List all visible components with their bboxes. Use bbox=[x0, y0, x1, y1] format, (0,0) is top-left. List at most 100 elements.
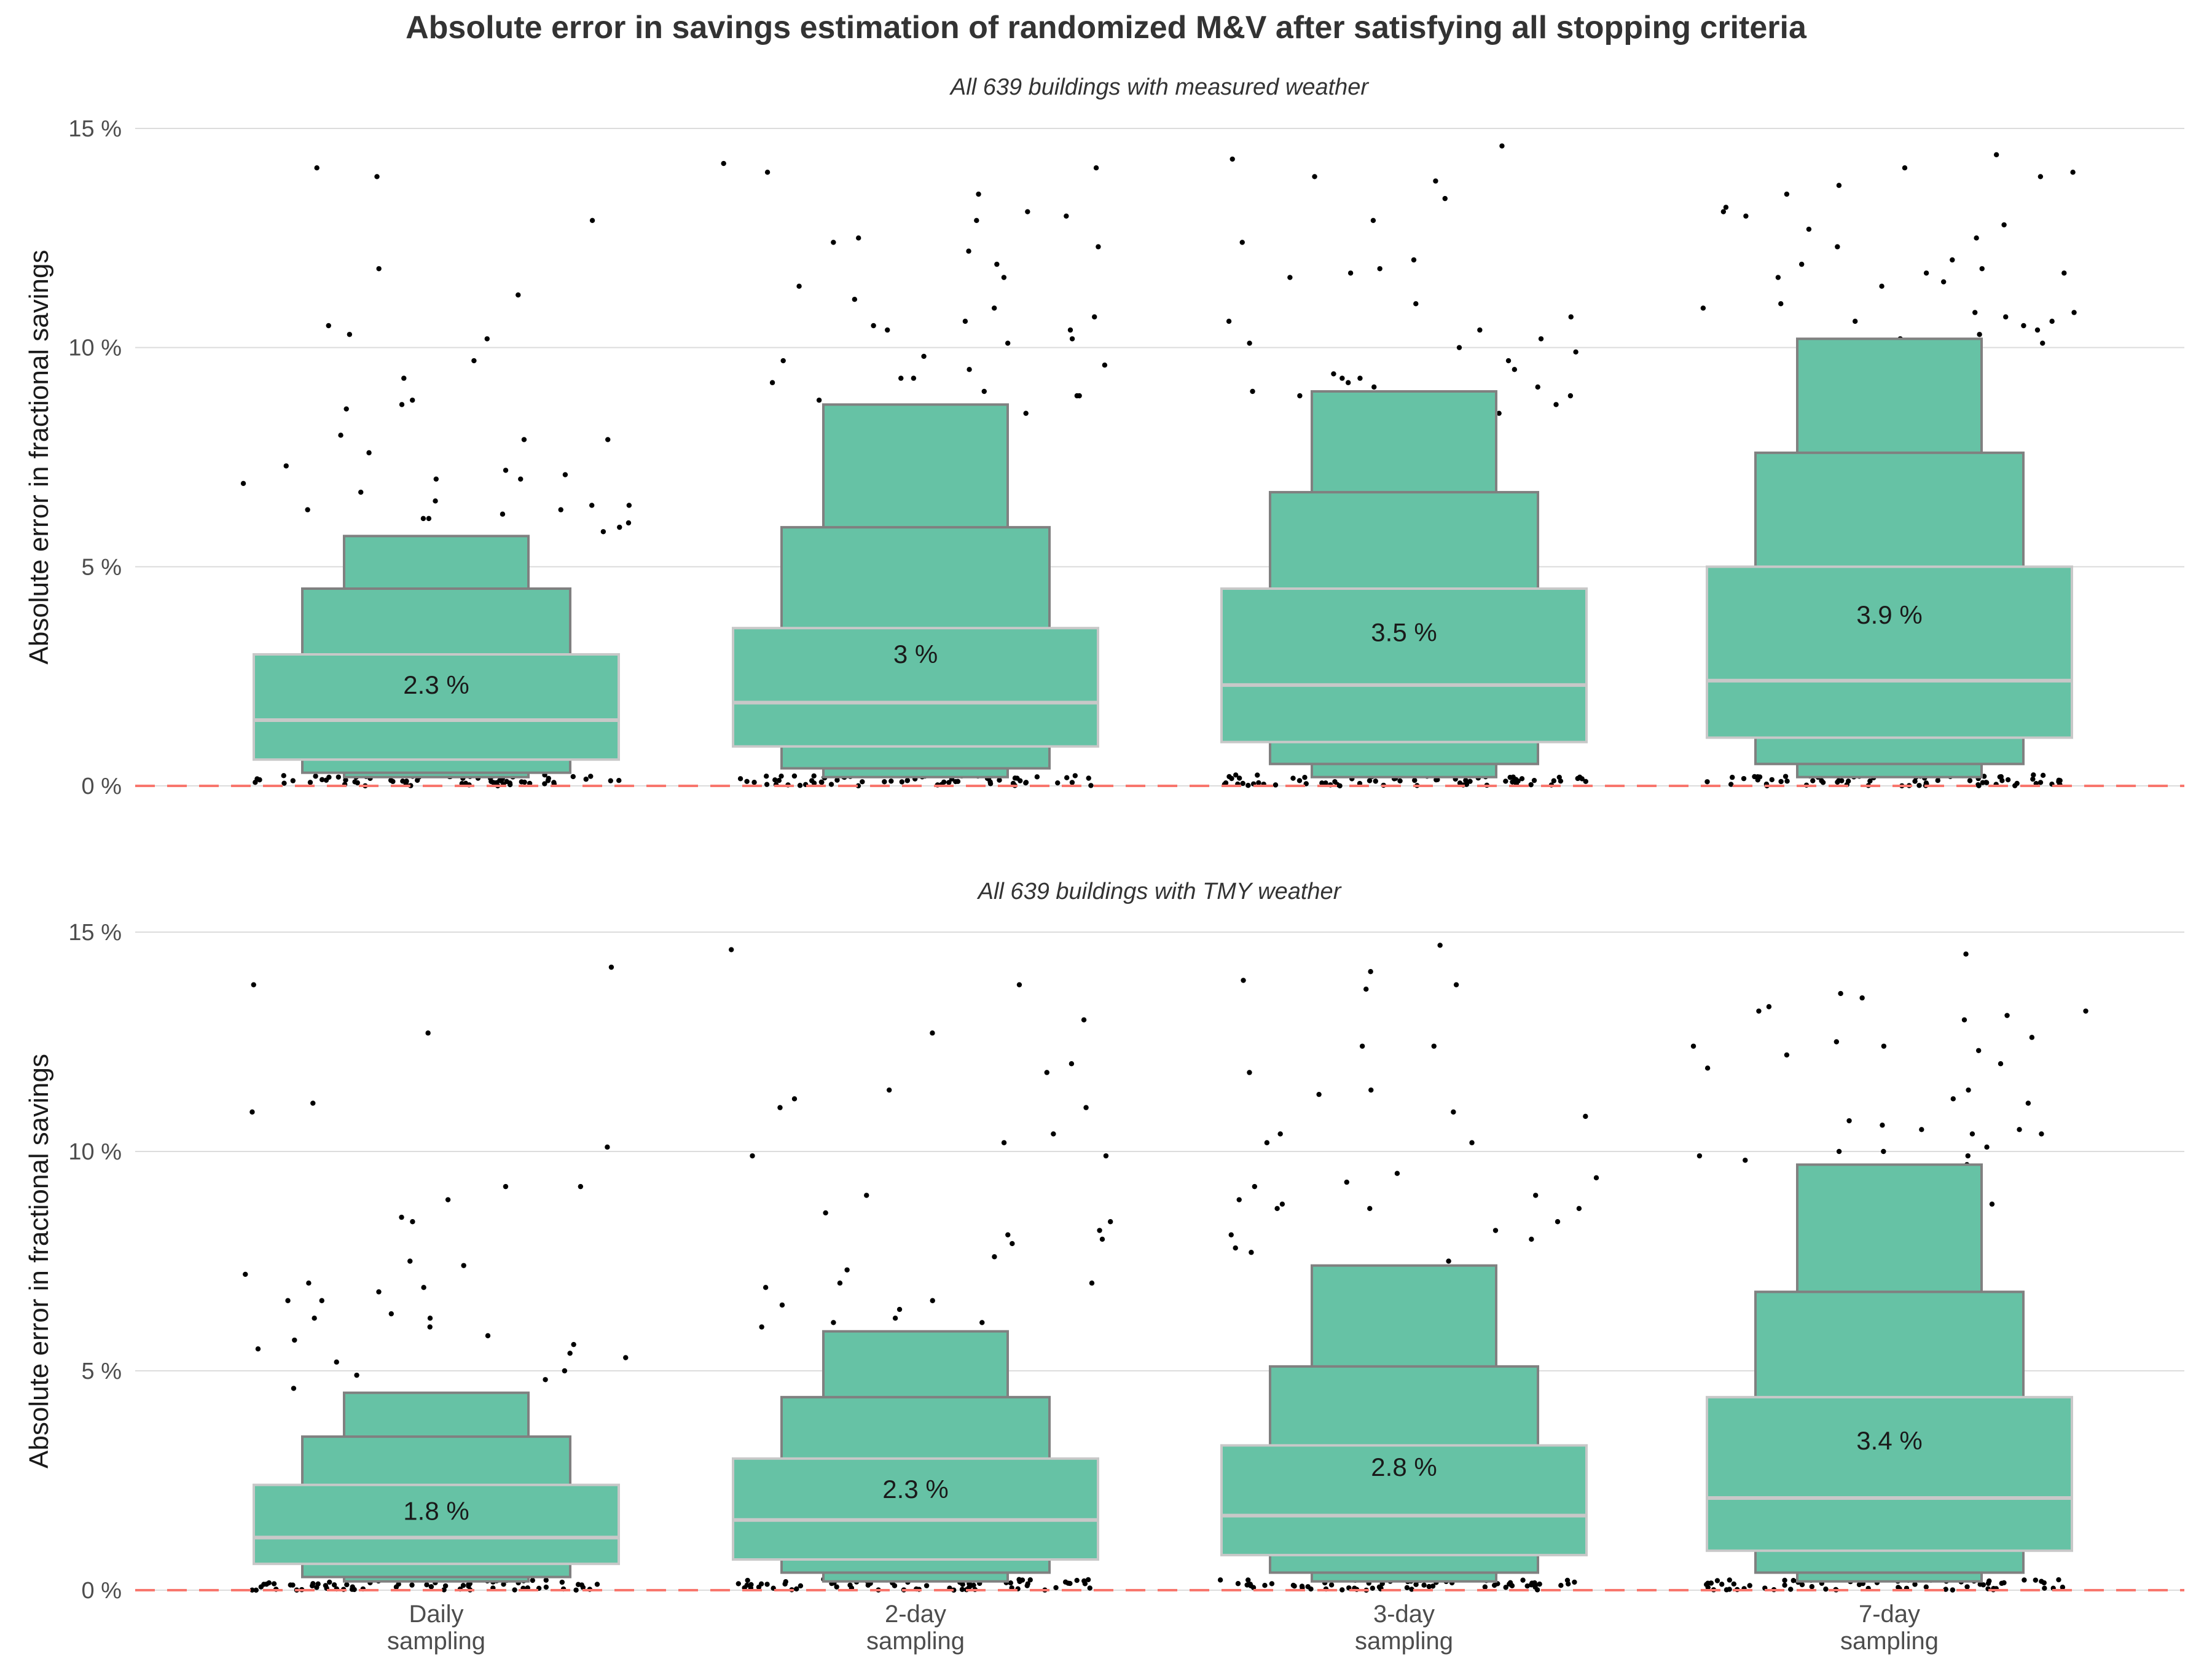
outlier-point bbox=[1430, 1583, 1436, 1589]
outlier-point bbox=[1236, 1197, 1242, 1202]
outlier-point bbox=[1810, 778, 1816, 783]
outlier-point bbox=[776, 777, 782, 783]
outlier-point bbox=[831, 1320, 836, 1325]
outlier-point bbox=[1437, 943, 1443, 948]
chart-title: Absolute error in savings estimation of … bbox=[406, 10, 1807, 45]
outlier-point bbox=[1371, 384, 1377, 390]
outlier-point bbox=[1328, 1582, 1335, 1588]
outlier-point bbox=[1700, 305, 1706, 311]
outlier-point bbox=[1005, 1232, 1011, 1237]
outlier-point bbox=[735, 1581, 741, 1586]
outlier-point bbox=[1976, 783, 1982, 788]
outlier-point bbox=[1859, 995, 1865, 1001]
outlier-point bbox=[1741, 775, 1747, 782]
outlier-point bbox=[1051, 1131, 1056, 1137]
y-tick-label: 0 % bbox=[82, 1578, 122, 1604]
outlier-point bbox=[816, 398, 822, 403]
outlier-point bbox=[1247, 1070, 1252, 1075]
outlier-point bbox=[798, 1583, 804, 1589]
outlier-point bbox=[1099, 1236, 1105, 1242]
outlier-point bbox=[530, 1577, 535, 1583]
outlier-point bbox=[2003, 314, 2009, 320]
outlier-point bbox=[410, 1219, 415, 1225]
outlier-point bbox=[1065, 1580, 1071, 1586]
outlier-point bbox=[1034, 774, 1040, 780]
outlier-point bbox=[1537, 1581, 1542, 1587]
outlier-point bbox=[797, 783, 803, 788]
outlier-point bbox=[1477, 327, 1483, 333]
outlier-point bbox=[1852, 318, 1858, 324]
outlier-point bbox=[1867, 778, 1873, 784]
outlier-point bbox=[974, 218, 979, 223]
outlier-point bbox=[959, 1586, 965, 1592]
outlier-point bbox=[461, 1263, 466, 1268]
outlier-point bbox=[751, 779, 757, 785]
outlier-point bbox=[1532, 1584, 1538, 1590]
outlier-point bbox=[466, 1583, 471, 1589]
outlier-point bbox=[1249, 1250, 1254, 1255]
outlier-point bbox=[811, 780, 817, 786]
outlier-point bbox=[594, 1582, 600, 1587]
outlier-point bbox=[285, 1298, 291, 1303]
outlier-point bbox=[498, 778, 504, 784]
outlier-point bbox=[1087, 1585, 1092, 1591]
outlier-point bbox=[503, 468, 509, 473]
outlier-point bbox=[1784, 779, 1790, 784]
outlier-point bbox=[860, 779, 865, 785]
outlier-point bbox=[769, 380, 775, 385]
outlier-point bbox=[886, 1087, 892, 1093]
outlier-point bbox=[1879, 283, 1885, 289]
outlier-point bbox=[818, 779, 825, 785]
outlier-point bbox=[542, 781, 547, 786]
outlier-point bbox=[1724, 1587, 1730, 1593]
x-tick-label-line2: sampling bbox=[387, 1628, 485, 1655]
outlier-point bbox=[1704, 1065, 1711, 1071]
outlier-point bbox=[1881, 1148, 1886, 1155]
outlier-point bbox=[1005, 340, 1011, 346]
outlier-point bbox=[1377, 266, 1382, 272]
outlier-point bbox=[559, 1579, 565, 1585]
outlier-point bbox=[885, 327, 890, 333]
outlier-point bbox=[1880, 1122, 1885, 1128]
outlier-point bbox=[426, 516, 432, 522]
outlier-point bbox=[1809, 1584, 1815, 1590]
outlier-point bbox=[823, 1210, 828, 1216]
outlier-point bbox=[779, 1302, 785, 1308]
outlier-point bbox=[1247, 340, 1252, 346]
outlier-point bbox=[1053, 1585, 1059, 1591]
outlier-point bbox=[1339, 1587, 1345, 1593]
outlier-point bbox=[1297, 393, 1303, 399]
outlier-point bbox=[1089, 1281, 1095, 1286]
outlier-point bbox=[1783, 774, 1789, 779]
outlier-point bbox=[2005, 777, 2011, 783]
outlier-point bbox=[399, 1214, 404, 1220]
outlier-point bbox=[374, 174, 380, 179]
outlier-point bbox=[1784, 1052, 1790, 1058]
outlier-point bbox=[1413, 301, 1419, 307]
outlier-point bbox=[1368, 1087, 1374, 1093]
outlier-point bbox=[588, 774, 594, 779]
outlier-point bbox=[1961, 1017, 1967, 1023]
outlier-point bbox=[573, 1587, 579, 1593]
outlier-point bbox=[283, 463, 289, 469]
outlier-point bbox=[1394, 1171, 1400, 1176]
outlier-point bbox=[253, 780, 258, 785]
panel-1: All 639 buildings with measured weather A… bbox=[24, 74, 2184, 799]
outlier-point bbox=[313, 774, 318, 779]
outlier-point bbox=[967, 367, 972, 372]
outlier-point bbox=[319, 1298, 324, 1303]
outlier-point bbox=[1788, 1586, 1794, 1592]
outlier-point bbox=[1359, 1043, 1365, 1049]
outlier-point bbox=[1520, 1577, 1526, 1583]
outlier-point bbox=[1262, 1582, 1268, 1588]
mean-label: 1.8 % bbox=[403, 1496, 469, 1525]
outlier-point bbox=[1442, 195, 1448, 202]
outlier-point bbox=[1368, 969, 1373, 975]
outlier-point bbox=[847, 1582, 853, 1588]
outlier-point bbox=[393, 1584, 399, 1590]
outlier-point bbox=[750, 1153, 755, 1159]
outlier-point bbox=[1743, 1158, 1748, 1163]
outlier-point bbox=[1856, 1582, 1862, 1588]
outlier-point bbox=[1778, 779, 1784, 785]
outlier-point bbox=[1993, 152, 1999, 157]
